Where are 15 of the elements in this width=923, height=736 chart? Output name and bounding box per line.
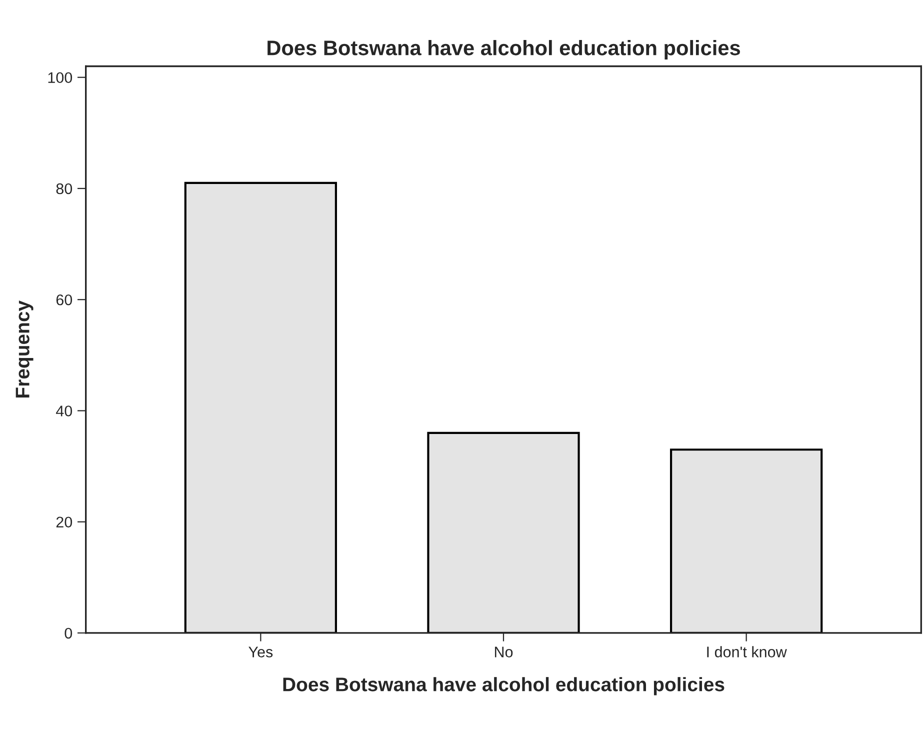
bar	[670, 448, 823, 633]
bar	[184, 182, 337, 633]
x-axis-title: Does Botswana have alcohol education policies	[283, 677, 724, 696]
y-axis-title: Frequency	[16, 300, 34, 398]
y-tick-label: 60	[56, 294, 72, 306]
y-tick-label: 80	[56, 183, 72, 194]
x-tick-label: No	[494, 646, 513, 658]
y-tick-label: 40	[56, 406, 72, 416]
y-tick-label: 20	[56, 516, 72, 528]
x-tick-label: Yes	[248, 646, 273, 658]
chart-title: Does Botswana have alcohol education policies	[268, 40, 740, 60]
bar	[427, 432, 580, 633]
y-tick-label: 0	[64, 628, 72, 639]
x-tick-label: I don't know	[707, 646, 787, 658]
y-tick-label: 100	[48, 72, 72, 84]
